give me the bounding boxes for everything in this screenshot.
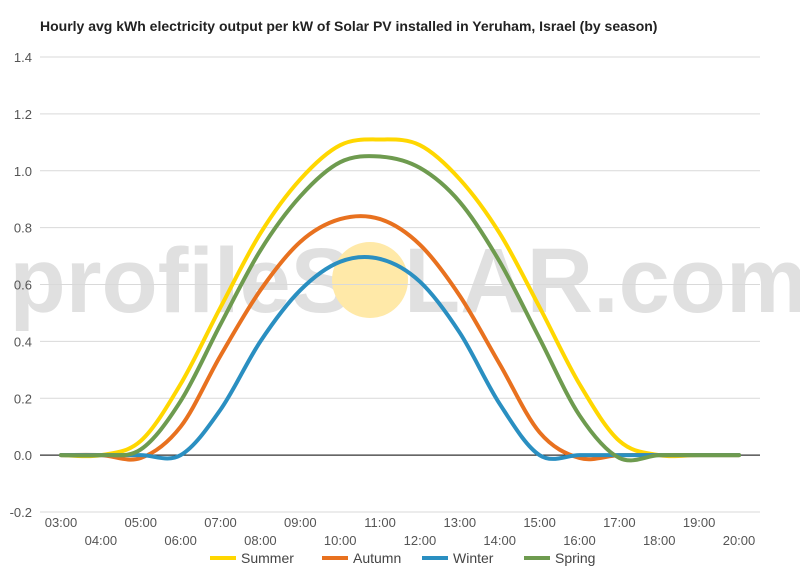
y-tick-label: 1.4	[14, 50, 32, 65]
x-axis-ticks: 03:00 04:00 05:00 06:00 07:00 08:00 09:00 10:00…	[45, 515, 756, 548]
watermark-sun-logo	[332, 242, 408, 318]
y-tick-label: 0.0	[14, 448, 32, 463]
series-lines	[59, 137, 741, 463]
x-tick-label: 03:00	[45, 515, 78, 530]
series-line-summer	[59, 137, 741, 459]
y-tick-label: 1.0	[14, 164, 32, 179]
x-tick-label: 11:00	[364, 515, 396, 530]
x-tick-label: 14:00	[483, 533, 516, 548]
y-tick-label: 0.4	[14, 334, 32, 349]
legend-label: Autumn	[353, 550, 401, 566]
x-tick-label: 09:00	[284, 515, 317, 530]
x-tick-label: 05:00	[124, 515, 157, 530]
y-tick-label: 1.2	[14, 107, 32, 122]
legend-item-summer: Summer	[210, 550, 294, 566]
x-tick-label: 10:00	[324, 533, 357, 548]
x-tick-label: 08:00	[244, 533, 277, 548]
watermark-text-right: LAR.com	[404, 230, 800, 332]
legend-label: Summer	[241, 550, 294, 566]
x-tick-label: 20:00	[723, 533, 756, 548]
y-tick-label: 0.8	[14, 221, 32, 236]
y-tick-label: 0.2	[14, 391, 32, 406]
legend-item-spring: Spring	[524, 550, 595, 566]
watermark-text-left: profileS	[10, 230, 352, 332]
x-tick-label: 06:00	[164, 533, 197, 548]
x-tick-label: 15:00	[523, 515, 556, 530]
x-tick-label: 12:00	[404, 533, 437, 548]
watermark: profileS LAR.com	[10, 230, 800, 332]
series-line-spring	[59, 154, 741, 463]
x-tick-label: 19:00	[683, 515, 716, 530]
legend-item-autumn: Autumn	[322, 550, 401, 566]
x-tick-label: 16:00	[563, 533, 596, 548]
y-axis-ticks: 1.4 1.2 1.0 0.8 0.6 0.4 0.2 0.0 -0.2	[10, 50, 32, 520]
chart-title: Hourly avg kWh electricity output per kW…	[40, 18, 658, 34]
x-tick-label: 13:00	[444, 515, 477, 530]
legend-label: Winter	[453, 550, 494, 566]
legend-item-winter: Winter	[422, 550, 494, 566]
series-line-winter	[59, 254, 741, 461]
legend-label: Spring	[555, 550, 595, 566]
x-tick-label: 04:00	[85, 533, 118, 548]
y-tick-label: 0.6	[14, 278, 32, 293]
legend: Summer Autumn Winter Spring	[210, 550, 595, 566]
x-tick-label: 07:00	[204, 515, 237, 530]
x-tick-label: 17:00	[603, 515, 636, 530]
x-tick-label: 18:00	[643, 533, 676, 548]
y-tick-label: -0.2	[10, 505, 32, 520]
